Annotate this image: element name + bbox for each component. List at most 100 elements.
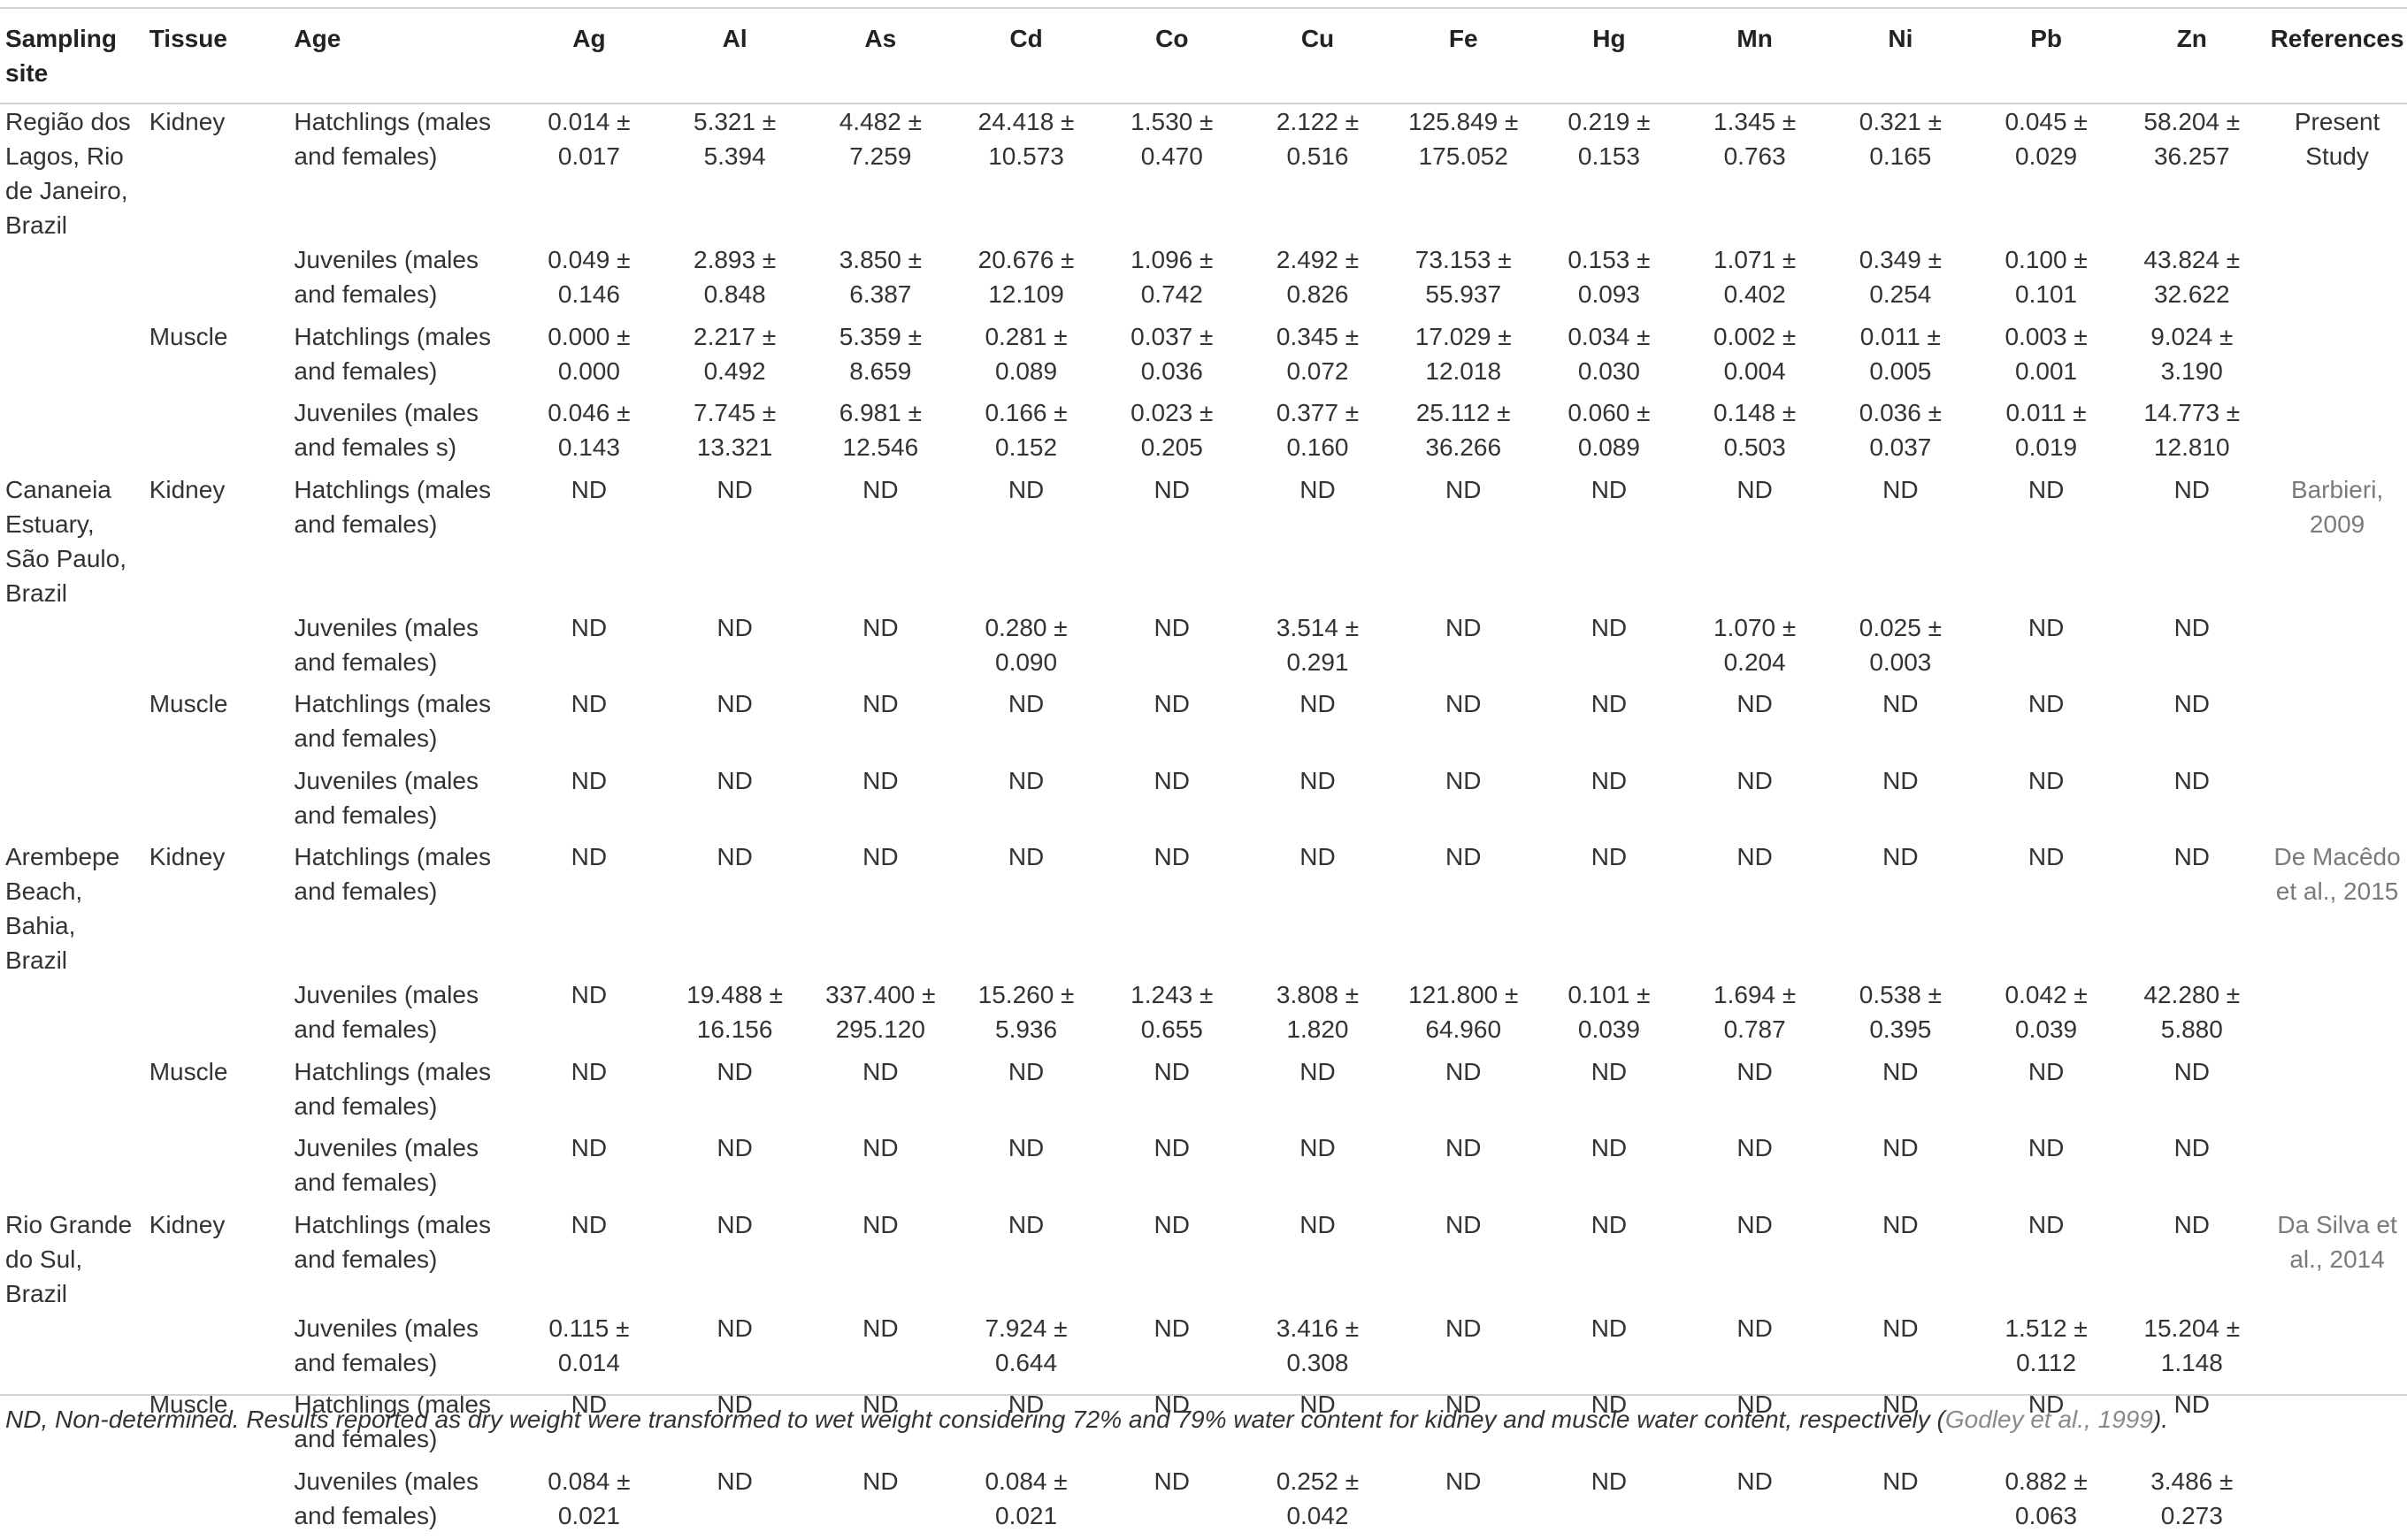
value-cell-al: 5.321 ± 5.394 xyxy=(659,103,805,242)
value-cell-hg: ND xyxy=(1534,1464,1680,1540)
header-sampling-site: Sampling site xyxy=(0,8,144,103)
reference-cell[interactable]: Da Silva et al., 2014 xyxy=(2262,1207,2407,1311)
value-cell-fe: ND xyxy=(1388,763,1534,840)
value-cell-ni: ND xyxy=(1825,1207,1971,1311)
value-cell-fe: 125.849 ± 175.052 xyxy=(1388,103,1534,242)
value-cell-mn: ND xyxy=(1679,1130,1825,1207)
value-cell-co: 0.023 ± 0.205 xyxy=(1096,395,1242,472)
reference-cell xyxy=(2262,1464,2407,1540)
value-cell-fe: ND xyxy=(1388,1054,1534,1131)
value-cell-ni: 0.011 ± 0.005 xyxy=(1825,319,1971,396)
value-cell-fe: ND xyxy=(1388,839,1534,977)
footnote-citation-link[interactable]: Godley et al., 1999 xyxy=(1945,1406,2153,1433)
reference-cell xyxy=(2262,319,2407,396)
tissue-cell xyxy=(144,242,289,319)
value-cell-pb: ND xyxy=(1971,763,2117,840)
value-cell-mn: ND xyxy=(1679,1207,1825,1311)
reference-cell[interactable]: Barbieri, 2009 xyxy=(2262,472,2407,610)
value-cell-zn: 3.486 ± 0.273 xyxy=(2116,1464,2262,1540)
sampling-site-cell xyxy=(0,686,144,763)
sampling-site-cell xyxy=(0,319,144,396)
sampling-site-cell xyxy=(0,242,144,319)
value-cell-co: ND xyxy=(1096,686,1242,763)
value-cell-hg: ND xyxy=(1534,839,1680,977)
value-cell-al: 7.745 ± 13.321 xyxy=(659,395,805,472)
value-cell-cu: 3.808 ± 1.820 xyxy=(1242,977,1388,1054)
value-cell-as: 3.850 ± 6.387 xyxy=(805,242,951,319)
header-ni: Ni xyxy=(1825,8,1971,103)
age-cell: Juveniles (males and females) xyxy=(288,977,513,1054)
value-cell-al: 19.488 ± 16.156 xyxy=(659,977,805,1054)
value-cell-co: ND xyxy=(1096,1464,1242,1540)
value-cell-as: ND xyxy=(805,1464,951,1540)
value-cell-cd: ND xyxy=(951,1054,1097,1131)
tissue-cell: Kidney xyxy=(144,103,289,242)
value-cell-fe: ND xyxy=(1388,1130,1534,1207)
value-cell-cd: ND xyxy=(951,839,1097,977)
age-cell: Juveniles (males and females) xyxy=(288,1130,513,1207)
value-cell-cu: 2.122 ± 0.516 xyxy=(1242,103,1388,242)
value-cell-hg: ND xyxy=(1534,1207,1680,1311)
value-cell-cu: ND xyxy=(1242,686,1388,763)
header-al: Al xyxy=(659,8,805,103)
value-cell-al: ND xyxy=(659,686,805,763)
value-cell-co: ND xyxy=(1096,1130,1242,1207)
value-cell-al: ND xyxy=(659,1311,805,1388)
value-cell-fe: ND xyxy=(1388,472,1534,610)
sampling-site-cell xyxy=(0,395,144,472)
value-cell-ni: 0.321 ± 0.165 xyxy=(1825,103,1971,242)
value-cell-ag: ND xyxy=(514,1207,660,1311)
table-row: Juveniles (males and females)0.115 ± 0.0… xyxy=(0,1311,2407,1388)
value-cell-as: 4.482 ± 7.259 xyxy=(805,103,951,242)
value-cell-ag: ND xyxy=(514,977,660,1054)
value-cell-zn: 14.773 ± 12.810 xyxy=(2116,395,2262,472)
value-cell-zn: ND xyxy=(2116,763,2262,840)
value-cell-al: ND xyxy=(659,1130,805,1207)
header-tissue: Tissue xyxy=(144,8,289,103)
header-cd: Cd xyxy=(951,8,1097,103)
sampling-site-cell xyxy=(0,977,144,1054)
table-row: Juveniles (males and females)0.049 ± 0.1… xyxy=(0,242,2407,319)
footnote-text: ND, Non-determined. Results reported as … xyxy=(5,1406,1945,1433)
value-cell-co: ND xyxy=(1096,1054,1242,1131)
sampling-site-cell xyxy=(0,610,144,687)
value-cell-ag: 0.084 ± 0.021 xyxy=(514,1464,660,1540)
value-cell-fe: ND xyxy=(1388,686,1534,763)
header-row: Sampling site Tissue Age Ag Al As Cd Co … xyxy=(0,8,2407,103)
age-cell: Juveniles (males and females) xyxy=(288,763,513,840)
value-cell-zn: 42.280 ± 5.880 xyxy=(2116,977,2262,1054)
value-cell-cd: ND xyxy=(951,1130,1097,1207)
tissue-cell xyxy=(144,395,289,472)
header-mn: Mn xyxy=(1679,8,1825,103)
value-cell-ni: 0.349 ± 0.254 xyxy=(1825,242,1971,319)
header-ag: Ag xyxy=(514,8,660,103)
value-cell-cu: 0.377 ± 0.160 xyxy=(1242,395,1388,472)
value-cell-co: 1.530 ± 0.470 xyxy=(1096,103,1242,242)
reference-cell[interactable]: De Macêdo et al., 2015 xyxy=(2262,839,2407,977)
value-cell-cd: 0.166 ± 0.152 xyxy=(951,395,1097,472)
value-cell-zn: ND xyxy=(2116,1207,2262,1311)
age-cell: Juveniles (males and females) xyxy=(288,1464,513,1540)
value-cell-pb: ND xyxy=(1971,1130,2117,1207)
page: Sampling site Tissue Age Ag Al As Cd Co … xyxy=(0,0,2407,1437)
value-cell-zn: ND xyxy=(2116,839,2262,977)
value-cell-ag: ND xyxy=(514,1054,660,1131)
value-cell-cd: 15.260 ± 5.936 xyxy=(951,977,1097,1054)
reference-cell: Present Study xyxy=(2262,103,2407,242)
value-cell-cu: ND xyxy=(1242,839,1388,977)
value-cell-cu: 0.252 ± 0.042 xyxy=(1242,1464,1388,1540)
tissue-cell xyxy=(144,763,289,840)
value-cell-fe: 121.800 ± 64.960 xyxy=(1388,977,1534,1054)
tissue-cell: Muscle xyxy=(144,1054,289,1131)
value-cell-cu: 0.345 ± 0.072 xyxy=(1242,319,1388,396)
tissue-cell xyxy=(144,1311,289,1388)
header-zn: Zn xyxy=(2116,8,2262,103)
value-cell-cd: ND xyxy=(951,472,1097,610)
table-footnote: ND, Non-determined. Results reported as … xyxy=(0,1394,2407,1437)
value-cell-cu: ND xyxy=(1242,1207,1388,1311)
tissue-cell xyxy=(144,1464,289,1540)
